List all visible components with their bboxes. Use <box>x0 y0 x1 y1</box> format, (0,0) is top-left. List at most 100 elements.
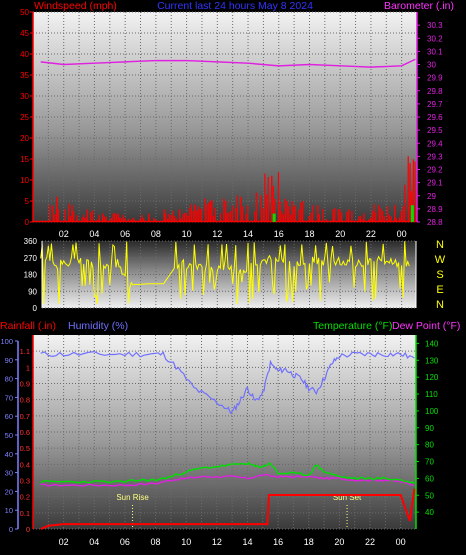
wind-bar-spike <box>168 213 170 222</box>
temperature-y-tick: 80 <box>425 441 434 450</box>
wind-bar-spike <box>382 210 384 222</box>
temperature-y-tick: 40 <box>425 508 434 517</box>
wind-bar-spike <box>204 198 206 222</box>
wind-bar-spike <box>370 217 372 222</box>
humidity-header: Humidity (%) <box>68 320 128 332</box>
wind-bar-spike <box>289 214 292 222</box>
direction-panel-axes: 0 90 180 270 360 <box>24 237 417 313</box>
wind-bar <box>358 213 372 222</box>
wind-bar-spike <box>388 214 391 222</box>
wind-bar-spike <box>298 209 300 222</box>
wind-bar-spike <box>236 195 239 222</box>
wind-bar-spike <box>127 218 129 222</box>
wind-bar-spike <box>189 207 191 222</box>
direction-letter: N <box>436 299 444 311</box>
wind-bar <box>141 213 157 222</box>
wind-bar-spike <box>98 214 100 222</box>
wind-bar-peak <box>102 213 104 222</box>
wind-bar-spike <box>274 198 276 222</box>
direction-letter: E <box>436 284 443 296</box>
wind-y-tick: 25 <box>20 113 29 122</box>
sun-marker-label: Sun Rise <box>116 493 149 502</box>
temperature-y-tick: 70 <box>425 458 434 467</box>
wind-bar-spike <box>175 217 177 222</box>
wind-bar <box>81 209 94 222</box>
temperature-y-tick: 120 <box>425 373 439 382</box>
wind-bar-spike <box>185 212 187 222</box>
wind-bar-spike <box>103 216 106 222</box>
wind-bar-spike <box>295 205 297 222</box>
rainfall-line <box>40 488 416 530</box>
wind-bar-spike <box>197 205 199 222</box>
humidity-y-tick: 40 <box>5 450 13 459</box>
wind-bar-spike <box>69 215 71 222</box>
humidity-y-tick: 60 <box>5 412 13 421</box>
wind-y-tick: 45 <box>20 29 29 38</box>
wind-bar <box>254 192 264 222</box>
chart-title: Current last 24 hours May 8 2024 <box>157 0 313 12</box>
barometer-y-tick: 29.2 <box>427 166 443 175</box>
wind-bar-spike <box>284 198 286 222</box>
barometer-y-tick: 29 <box>427 192 436 201</box>
barometer-y-tick: 29.9 <box>427 74 443 83</box>
wind-bar-spike <box>119 217 121 222</box>
x-tick-label: 18 <box>304 537 314 547</box>
wind-bar <box>295 201 310 222</box>
x-tick-label: 08 <box>151 229 161 239</box>
temperature-line <box>40 461 415 485</box>
wind-bar-spike <box>83 214 85 222</box>
wind-bar-spike <box>310 212 312 222</box>
x-tick-label: 10 <box>181 537 191 547</box>
wind-bar-peak <box>148 213 150 222</box>
wind-bar-spike <box>358 216 360 222</box>
rainfall-y-tick: 0.5 <box>20 444 30 453</box>
wind-bar-peak <box>347 209 350 222</box>
x-tick-label: 16 <box>274 229 284 239</box>
wind-y-tick: 40 <box>20 50 29 59</box>
wind-bar-spike <box>341 212 343 222</box>
wind-bar-peak <box>378 205 380 222</box>
wind-bar-peak <box>363 213 365 222</box>
x-tick-label: 14 <box>243 229 253 239</box>
rainfall-y-tick: 1 <box>26 363 30 372</box>
wind-bar-spike <box>180 218 182 222</box>
wind-bar-spike <box>110 217 112 222</box>
wind-bar-spike <box>153 217 155 222</box>
wind-bar-spike <box>199 209 201 222</box>
barometer-y-tick: 30.2 <box>427 34 443 43</box>
rainfall-y-tick: 0.4 <box>20 460 30 469</box>
wind-bar-spike <box>279 201 281 222</box>
wind-bar-spike <box>361 219 363 222</box>
direction-letter: N <box>436 239 444 251</box>
wind-bar-spike <box>291 201 293 222</box>
humidity-y-tick: 100 <box>0 337 13 346</box>
wind-bar-spike <box>64 209 66 222</box>
wind-bar-spike <box>318 214 321 222</box>
barometer-y-tick: 30 <box>427 61 436 70</box>
wind-bar-spike <box>190 204 193 222</box>
wind-bar-spike <box>187 215 189 222</box>
x-tick-label: 20 <box>334 537 344 547</box>
wind-bar-spike <box>172 210 174 222</box>
wind-bar-spike <box>325 218 327 222</box>
humidity-panel-marks: Sun Rise Sun Set <box>40 350 416 530</box>
humidity-panel-grid <box>33 335 416 530</box>
wind-bar-spike <box>383 216 385 222</box>
wind-y-tick: 35 <box>20 71 29 80</box>
wind-bar <box>204 198 216 222</box>
gust-bar <box>410 205 414 222</box>
wind-bar-peak <box>71 205 73 222</box>
wind-bar-spike <box>54 213 56 222</box>
wind-bar-spike <box>373 204 375 222</box>
wind-bar-spike <box>120 218 123 222</box>
wind-bar <box>371 204 385 222</box>
wind-bar-spike <box>219 212 222 222</box>
wind-y-tick: 0 <box>25 218 30 227</box>
barometer-y-tick: 29.8 <box>427 87 443 96</box>
barometer-y-tick: 29.3 <box>427 152 443 161</box>
wind-bar-spike <box>85 217 87 222</box>
wind-bar-spike <box>380 208 382 222</box>
wind-bar-spike <box>262 208 264 222</box>
wind-bar-spike <box>265 194 268 222</box>
wind-bar-spike <box>339 209 341 222</box>
